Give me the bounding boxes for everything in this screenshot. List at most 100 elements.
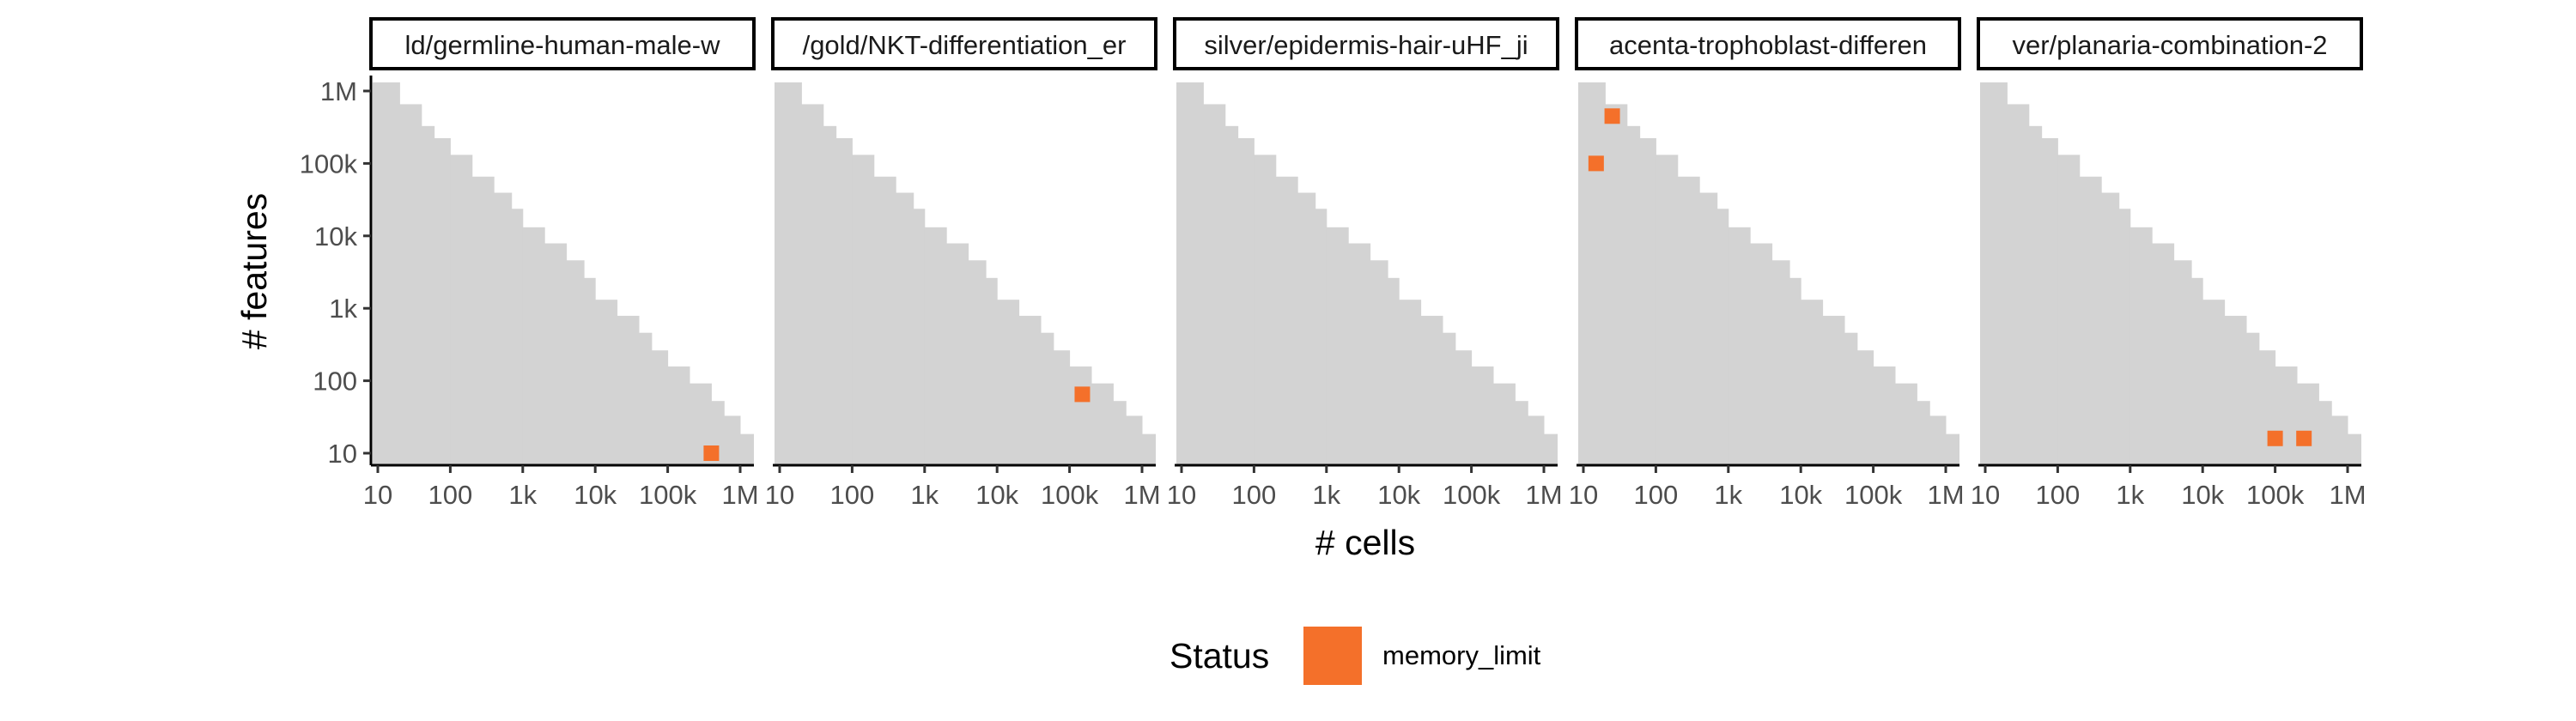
legend: Status memory_limit: [1170, 627, 1541, 685]
feasible-region: [775, 82, 1156, 465]
region-step: [946, 243, 969, 465]
panel-strip-title: silver/epidermis-hair-uHF_ji: [1204, 30, 1528, 60]
region-step: [1716, 209, 1729, 465]
y-tick-label: 10: [328, 439, 357, 469]
x-tick-label: 10k: [975, 480, 1018, 510]
region-step: [1544, 433, 1558, 465]
panel-strip-title: ld/germline-human-male-w: [405, 30, 721, 60]
x-tick-label: 100k: [2246, 480, 2305, 510]
region-step: [1750, 243, 1773, 465]
region-step: [1297, 192, 1316, 465]
region-step: [522, 227, 545, 465]
x-tick-label: 100k: [639, 480, 697, 510]
region-step: [1699, 192, 1718, 465]
region-step: [2118, 209, 2131, 465]
region-step: [1771, 260, 1790, 465]
x-tick-label: 10: [1167, 480, 1196, 510]
panel-5: ver/planaria-combination-2 10 100 1k 10k 100k…: [1971, 17, 2366, 510]
region-step: [1626, 125, 1641, 465]
region-step: [1493, 383, 1516, 465]
region-step: [667, 366, 690, 465]
region-step: [1443, 332, 1456, 465]
region-step: [1471, 366, 1494, 465]
region-step: [1315, 209, 1327, 465]
region-step: [968, 260, 987, 465]
region-step: [1388, 277, 1400, 465]
panel-strip-title: /gold/NKT-differentiation_er: [803, 30, 1127, 60]
region-step: [1237, 137, 1255, 465]
region-step: [1176, 82, 1204, 465]
region-step: [2152, 243, 2175, 465]
region-step: [1605, 104, 1628, 465]
region-step: [1018, 315, 1042, 465]
region-step: [1917, 401, 1930, 465]
region-step: [2318, 401, 2332, 465]
region-step: [450, 154, 473, 465]
region-step: [1556, 433, 1558, 465]
x-axis-title: # cells: [1315, 523, 1415, 562]
x-tick-label: 10: [1569, 480, 1598, 510]
region-step: [1348, 243, 1371, 465]
y-tick-label: 100k: [300, 148, 358, 179]
x-tick-label: 10: [765, 480, 794, 510]
x-tick-label: 10k: [1779, 480, 1822, 510]
region-step: [373, 82, 400, 465]
region-step: [1528, 415, 1545, 465]
region-step: [1069, 366, 1092, 465]
panel-strip: [771, 17, 1157, 70]
x-tick-label: 1k: [1312, 480, 1340, 510]
x-tick-label: 10: [1971, 480, 2000, 510]
y-tick-label: 10k: [314, 221, 357, 251]
region-step: [2101, 192, 2120, 465]
region-step: [1728, 227, 1751, 465]
region-step: [2202, 300, 2226, 465]
x-tick-label: 10k: [2181, 480, 2224, 510]
y-tick-label: 1M: [320, 76, 357, 106]
x-tick-label: 1M: [2329, 480, 2366, 510]
region-step: [2246, 332, 2260, 465]
region-step: [1113, 401, 1127, 465]
region-step: [1946, 433, 1959, 465]
x-tick-label: 100: [1232, 480, 1277, 510]
x-tick-label: 1k: [910, 480, 939, 510]
x-tick-label: 1k: [508, 480, 537, 510]
chart-panels: ld/germline-human-male-w 10 100 1k 10k 100k 1M…: [300, 17, 2366, 510]
region-step: [2028, 125, 2043, 465]
region-step: [1053, 350, 1071, 465]
region-step: [584, 277, 596, 465]
region-step: [997, 300, 1020, 465]
region-step: [2041, 137, 2058, 465]
panel-3: silver/epidermis-hair-uHF_ji 10 100 1k 10k 10…: [1167, 17, 1563, 510]
region-step: [511, 209, 524, 465]
region-step: [2275, 366, 2298, 465]
x-tick-label: 1M: [1123, 480, 1160, 510]
x-tick-label: 100: [830, 480, 875, 510]
feasible-region: [1176, 82, 1558, 465]
region-step: [2007, 104, 2030, 465]
x-tick-label: 100: [428, 480, 473, 510]
feasible-region: [1578, 82, 1959, 465]
panel-1: ld/germline-human-male-w 10 100 1k 10k 100k 1M…: [300, 17, 759, 510]
y-tick-label: 1k: [329, 294, 357, 324]
region-step: [1801, 300, 1824, 465]
memory-limit-point: [2267, 430, 2283, 446]
region-step: [986, 277, 998, 465]
region-step: [1091, 383, 1114, 465]
x-tick-label: 1M: [1927, 480, 1964, 510]
region-step: [752, 433, 754, 465]
region-step: [924, 227, 947, 465]
region-step: [1455, 350, 1473, 465]
panel-strip: [1173, 17, 1559, 70]
region-step: [1420, 315, 1443, 465]
x-tick-label: 1k: [1714, 480, 1742, 510]
memory-limit-point: [1604, 108, 1620, 124]
x-tick-label: 1M: [1525, 480, 1562, 510]
region-step: [2348, 433, 2361, 465]
region-step: [617, 315, 640, 465]
region-step: [544, 243, 568, 465]
region-step: [873, 176, 896, 465]
region-step: [1224, 125, 1239, 465]
region-step: [823, 125, 837, 465]
region-step: [1203, 104, 1226, 465]
region-step: [1789, 277, 1801, 465]
